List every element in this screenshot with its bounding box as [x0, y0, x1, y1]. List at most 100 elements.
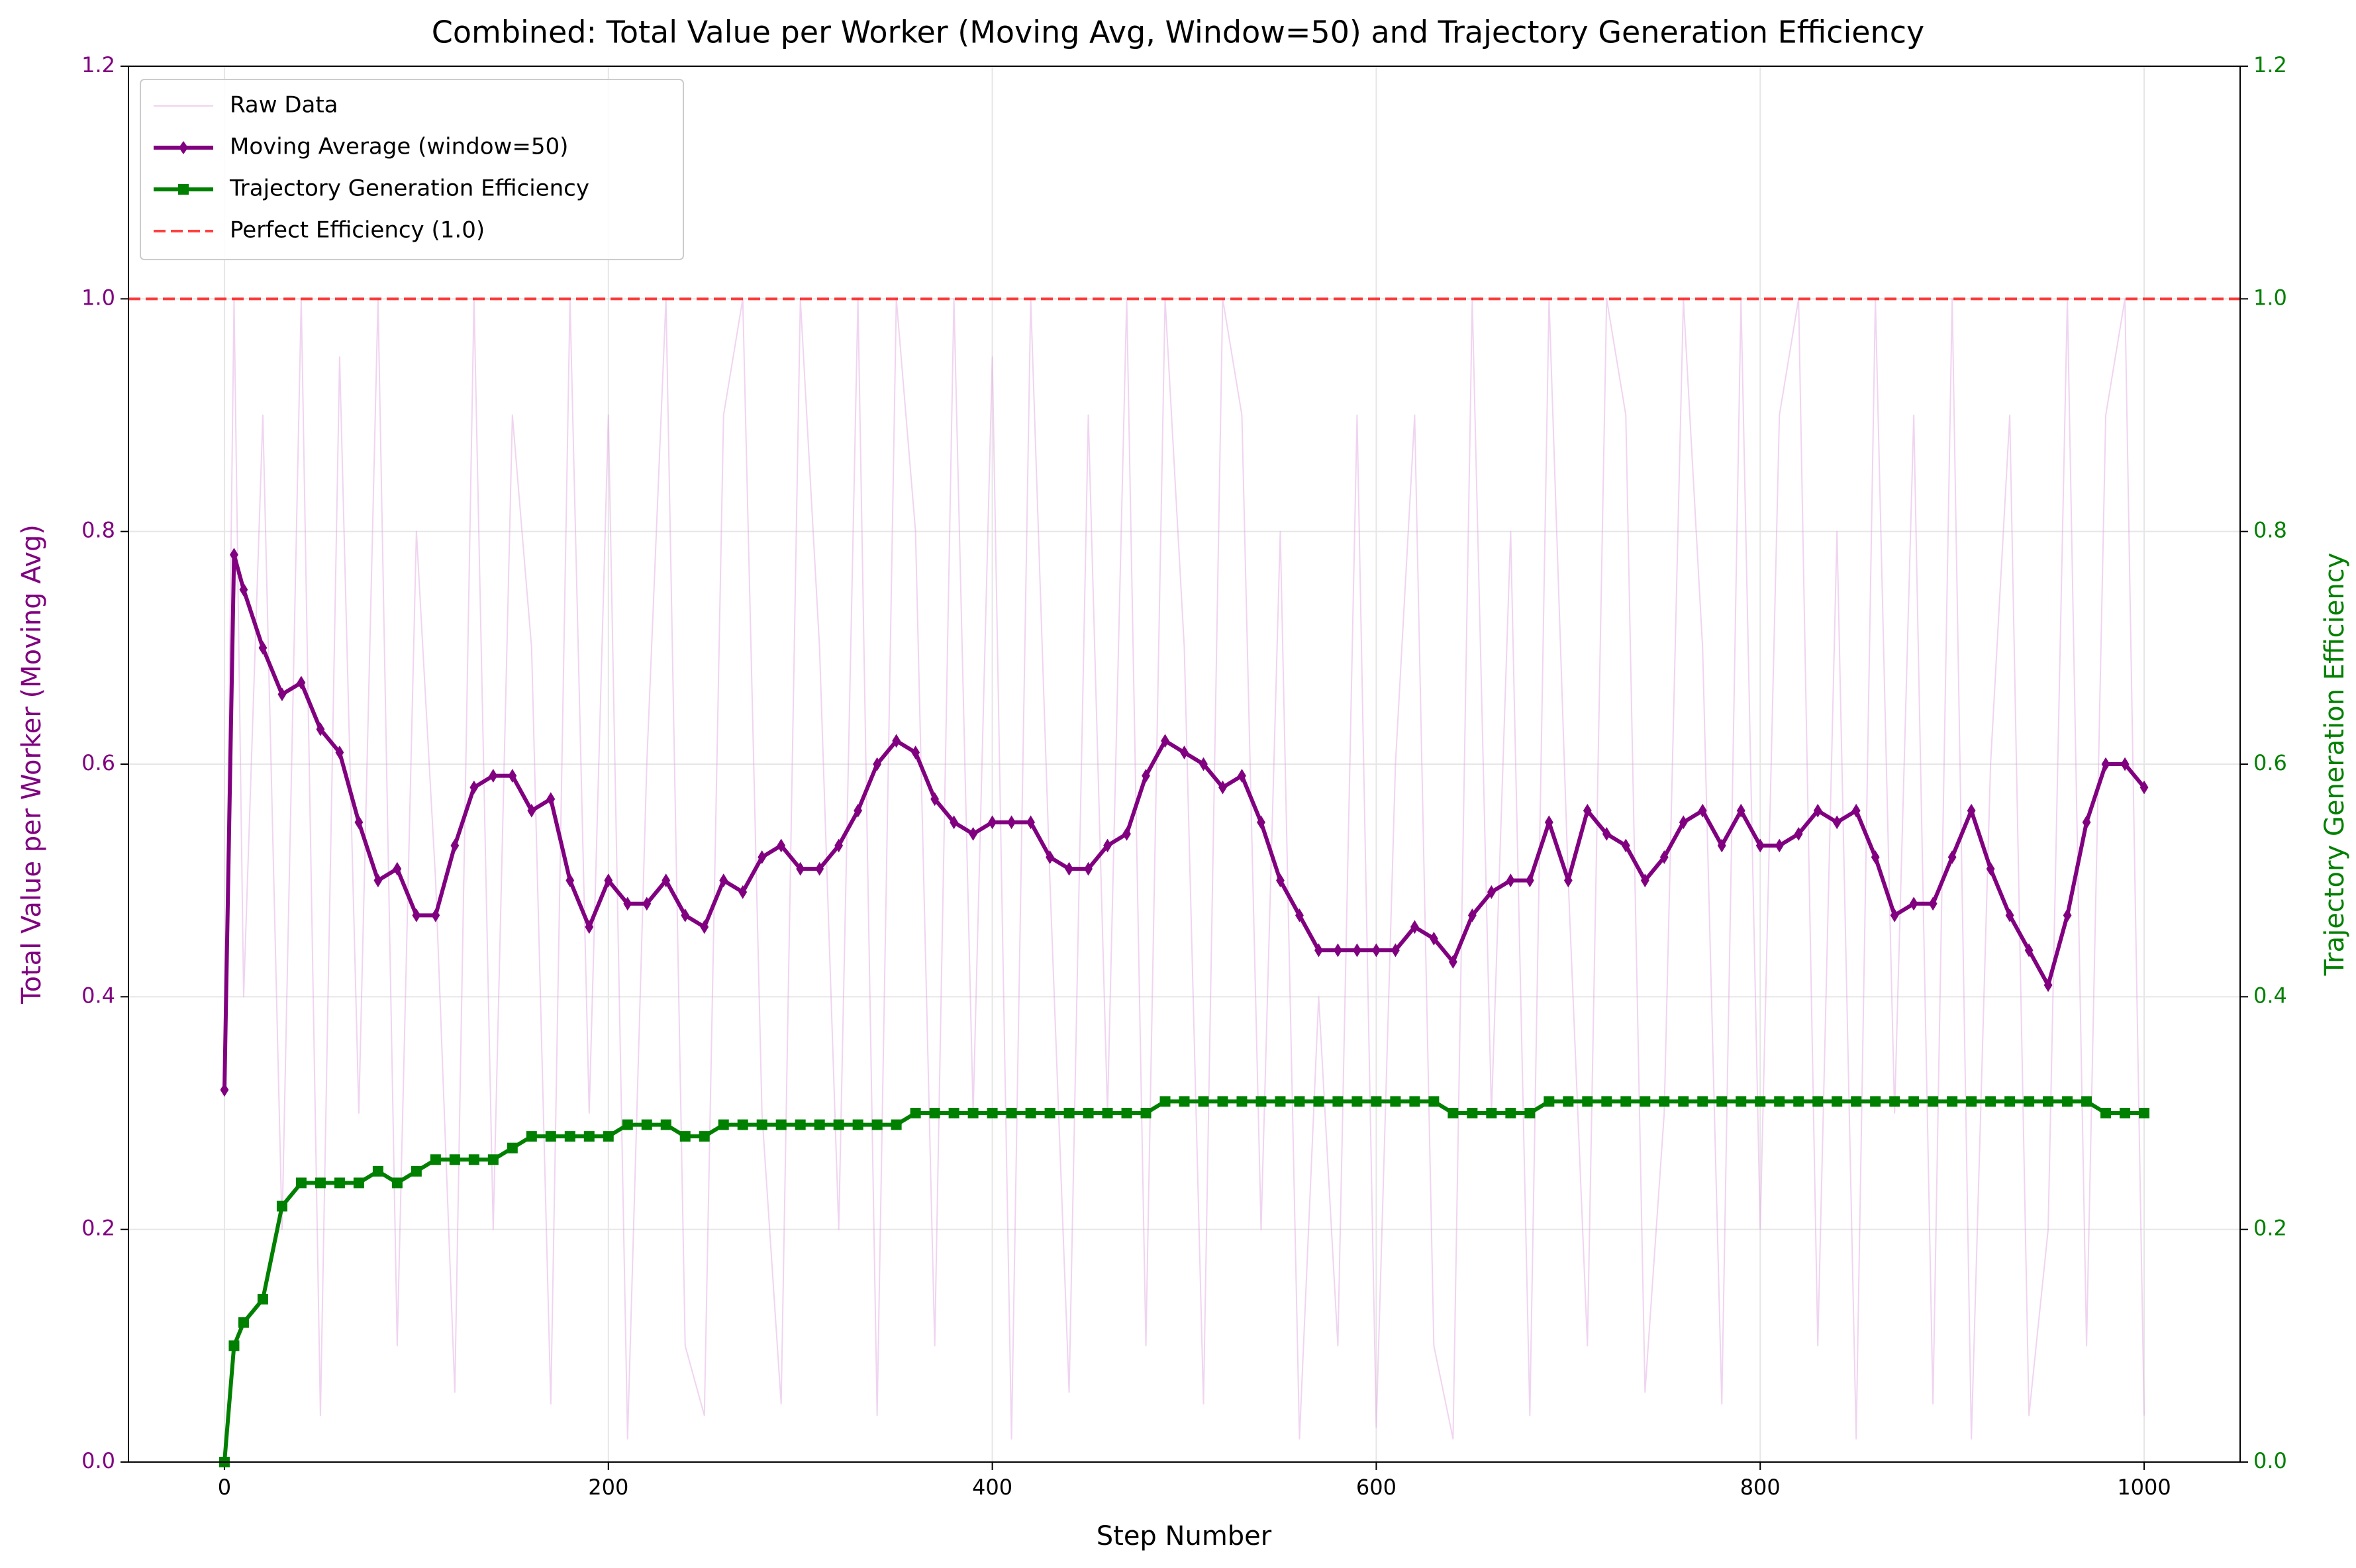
marker [660, 1119, 671, 1130]
marker [1640, 873, 1649, 888]
marker [353, 1177, 364, 1189]
marker [1697, 1096, 1708, 1107]
marker [834, 838, 844, 853]
marker [489, 769, 498, 783]
marker [854, 803, 863, 818]
marker [1007, 815, 1016, 830]
y2-tick-label: 0.0 [2253, 1448, 2287, 1473]
marker [2139, 780, 2149, 795]
marker [487, 1154, 499, 1165]
marker [700, 920, 709, 934]
marker [777, 838, 786, 853]
marker [1602, 827, 1611, 841]
marker [1736, 1096, 1747, 1107]
marker [1601, 1096, 1612, 1107]
marker [295, 1177, 307, 1189]
marker [1409, 1096, 1420, 1107]
marker [2043, 1096, 2054, 1107]
marker [1276, 873, 1285, 888]
marker [1583, 803, 1592, 818]
marker [1448, 1108, 1459, 1118]
marker [910, 1108, 921, 1118]
marker [431, 908, 440, 922]
marker [1525, 873, 1534, 888]
y-axis-label: Total Value per Worker (Moving Avg) [17, 524, 47, 1004]
marker [1967, 803, 1976, 818]
marker [565, 873, 575, 888]
marker [1025, 1108, 1036, 1118]
marker [546, 792, 556, 807]
marker [833, 1119, 844, 1130]
marker [1524, 1108, 1536, 1118]
marker [1295, 908, 1304, 922]
marker [1486, 1108, 1497, 1118]
marker [2024, 943, 2034, 957]
y2-tick-label: 0.8 [2253, 518, 2287, 543]
marker [967, 1108, 979, 1118]
marker [1717, 838, 1726, 853]
marker [1985, 1096, 1996, 1107]
marker [1544, 815, 1553, 830]
marker [1332, 1096, 1344, 1107]
marker [1506, 873, 1515, 888]
marker [1544, 1096, 1555, 1107]
marker [662, 873, 671, 888]
marker [1179, 1096, 1190, 1107]
marker [1142, 769, 1150, 783]
marker [1966, 1096, 1977, 1107]
marker [1928, 1096, 1939, 1107]
marker [1083, 1108, 1094, 1118]
marker [603, 1131, 614, 1142]
marker [1353, 943, 1361, 957]
marker [1084, 861, 1093, 876]
marker [239, 583, 248, 597]
marker [297, 675, 306, 690]
marker [891, 1119, 902, 1130]
marker [1391, 943, 1400, 957]
x-tick-label: 0 [218, 1475, 231, 1500]
marker [391, 1177, 403, 1189]
marker [1410, 920, 1419, 934]
marker [258, 640, 268, 655]
marker [737, 1119, 748, 1130]
y2-tick-label: 1.2 [2253, 52, 2287, 77]
marker [450, 838, 460, 853]
marker [1908, 1096, 1920, 1107]
marker [1947, 850, 1957, 864]
marker [1448, 955, 1457, 969]
marker [1218, 780, 1227, 795]
y-tick-label: 0.8 [81, 518, 115, 543]
y2-tick-label: 0.2 [2253, 1216, 2287, 1241]
marker [412, 908, 421, 922]
x-axis-label: Step Number [1097, 1521, 1272, 1551]
marker [718, 1119, 729, 1130]
marker [277, 687, 287, 701]
y-tick-label: 0.0 [81, 1448, 115, 1473]
marker [585, 920, 594, 934]
marker [950, 815, 959, 830]
marker [1390, 1096, 1401, 1107]
marker [1371, 1096, 1382, 1107]
marker [373, 873, 383, 888]
marker [2043, 978, 2053, 993]
marker [1161, 734, 1169, 748]
marker [1238, 769, 1246, 783]
marker [372, 1165, 383, 1177]
marker [230, 548, 238, 562]
x-tick-label: 800 [1740, 1475, 1781, 1500]
marker [1620, 1096, 1632, 1107]
marker [393, 861, 402, 876]
marker [681, 908, 690, 922]
marker [1487, 885, 1496, 899]
marker [220, 1083, 229, 1097]
marker [756, 1119, 767, 1130]
marker [1812, 1096, 1824, 1107]
marker [1159, 1096, 1171, 1107]
marker [1217, 1096, 1228, 1107]
series-line [223, 298, 2145, 1440]
marker [1986, 861, 1995, 876]
y2-tick-label: 0.6 [2253, 750, 2287, 775]
marker [276, 1200, 287, 1212]
marker [334, 1177, 345, 1189]
marker [623, 897, 632, 911]
